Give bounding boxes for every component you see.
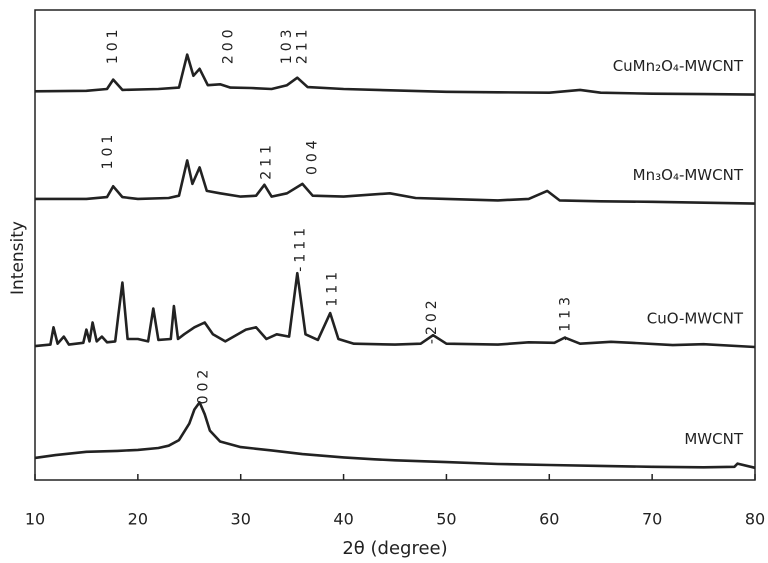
x-tick-label: 60 — [539, 510, 559, 529]
xrd-pattern — [35, 159, 756, 205]
peak-label: 101 — [105, 25, 121, 64]
peak-label: 200 — [220, 25, 236, 64]
xrd-pattern — [34, 271, 756, 349]
peak-label: -113 — [558, 293, 574, 341]
x-tick-label: 50 — [436, 510, 456, 529]
peak-label: 103 — [279, 25, 295, 64]
series-label: MWCNT — [684, 430, 743, 448]
x-tick-label: 20 — [128, 510, 148, 529]
peak-label: -111 — [292, 224, 308, 272]
y-axis-label: Intensity — [8, 221, 28, 295]
peak-label: 211 — [294, 25, 310, 64]
peak-label: 002 — [196, 366, 212, 405]
x-tick-label: 70 — [642, 510, 662, 529]
x-tick-label: 40 — [333, 510, 353, 529]
x-tick-label: 10 — [25, 510, 45, 529]
plot-frame — [34, 9, 756, 481]
x-axis-label: 2θ (degree) — [342, 538, 447, 559]
peak-label: 211 — [258, 141, 274, 180]
peak-label: 111 — [324, 268, 340, 307]
series-label: Mn₃O₄-MWCNT — [633, 166, 744, 184]
peak-label: 004 — [305, 136, 321, 175]
peak-label: 101 — [100, 131, 116, 170]
x-tick-label: 30 — [231, 510, 251, 529]
x-tick-label: 80 — [745, 510, 765, 529]
xrd-pattern — [34, 401, 756, 470]
series-label: CuO-MWCNT — [647, 309, 744, 327]
xrd-pattern — [34, 53, 756, 96]
peak-label: -202 — [424, 296, 440, 344]
series-label: CuMn₂O₄-MWCNT — [613, 57, 744, 75]
